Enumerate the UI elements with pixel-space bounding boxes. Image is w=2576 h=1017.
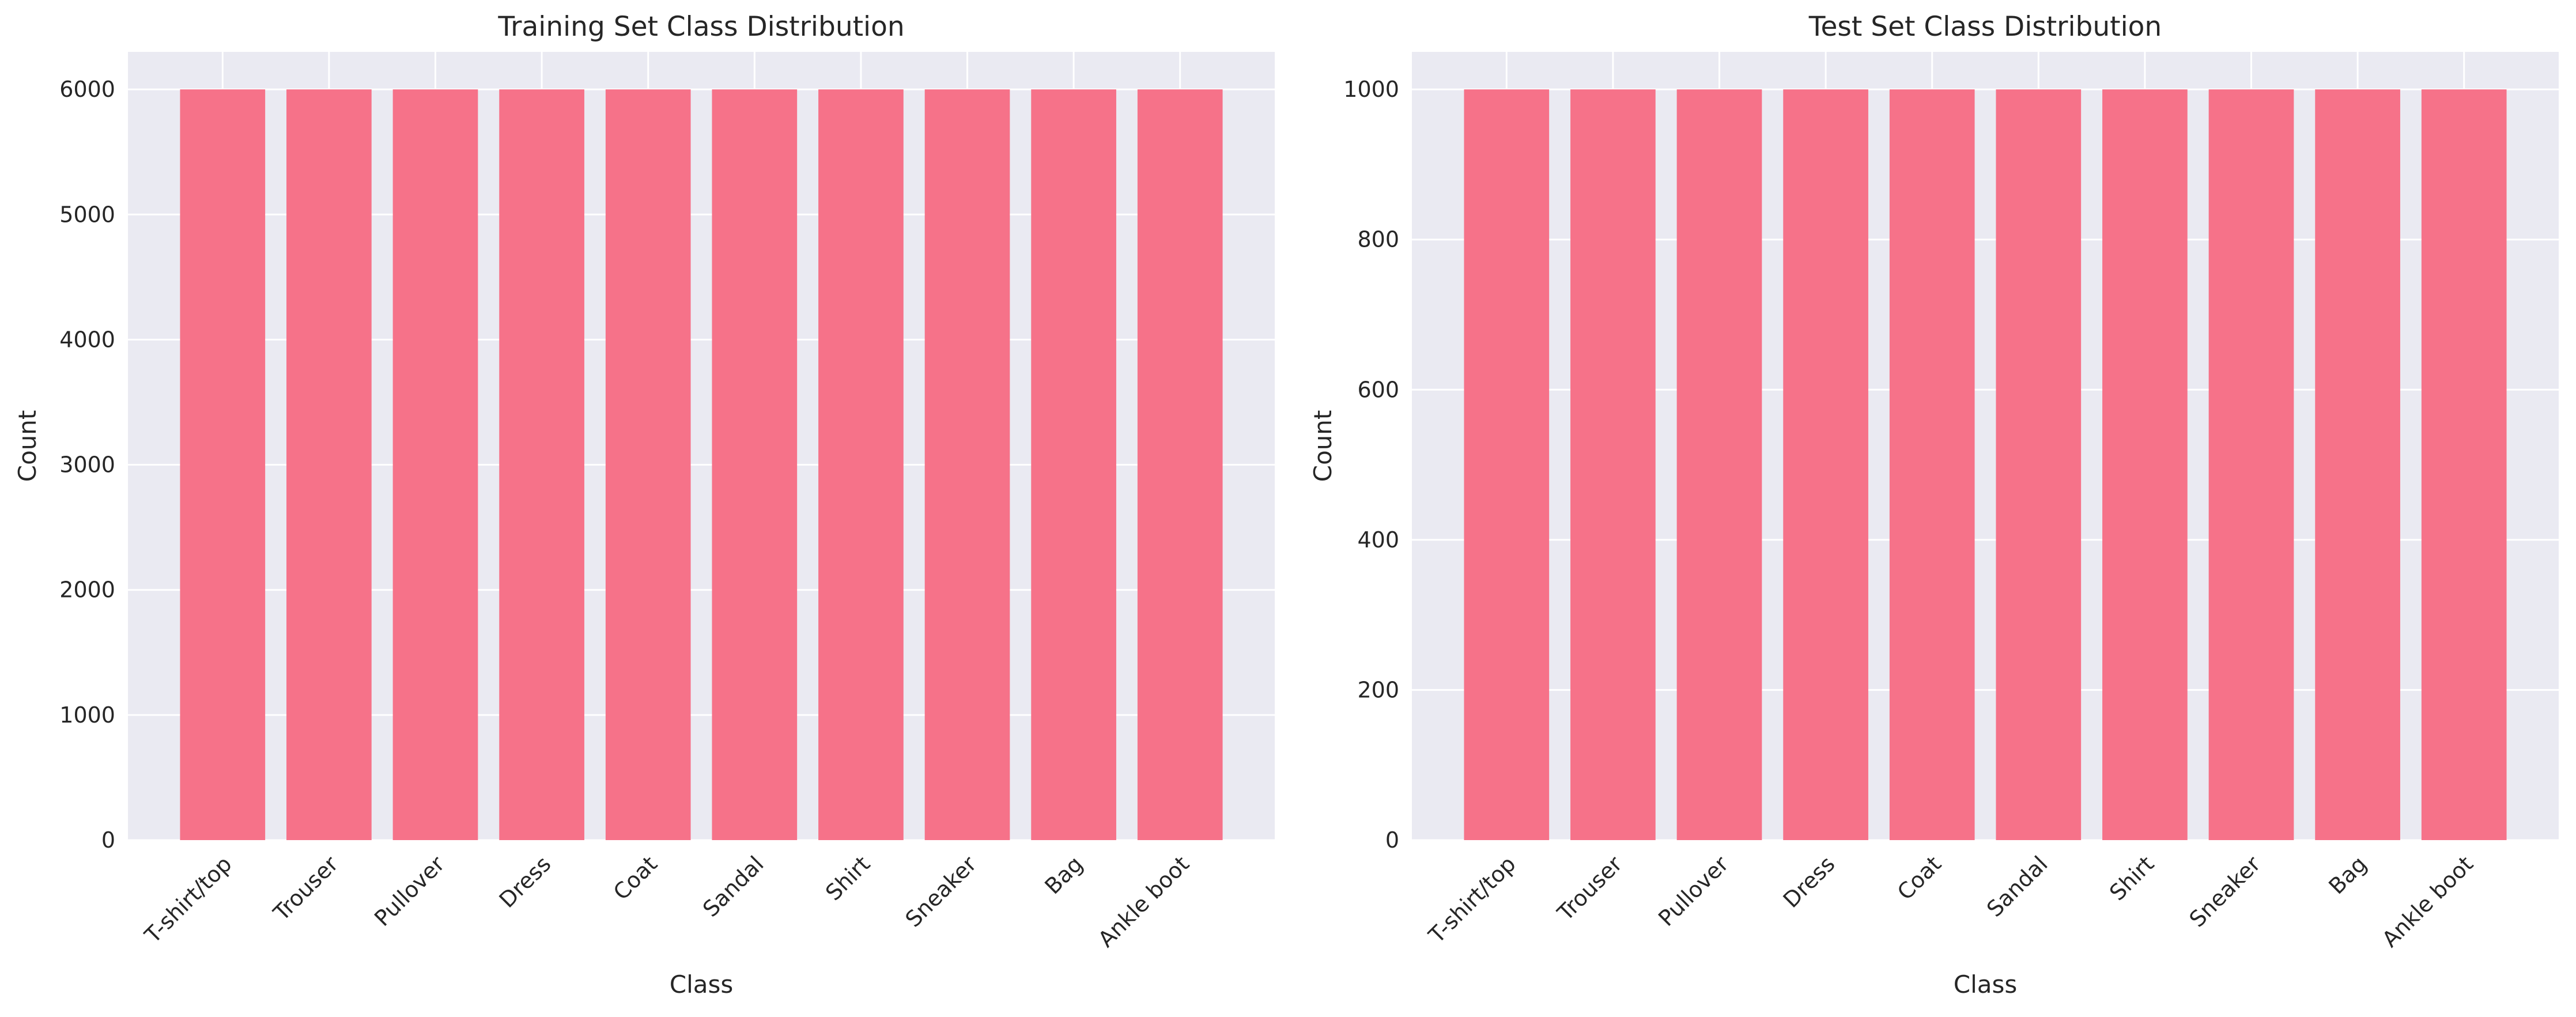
x-tick-label: Sneaker — [2184, 851, 2265, 932]
y-tick-label: 1000 — [1343, 77, 1399, 102]
chart-title: Training Set Class Distribution — [497, 11, 904, 43]
y-tick-label: 200 — [1357, 677, 1399, 702]
bar-t-shirt-top — [180, 89, 266, 841]
x-tick-label: Dress — [1778, 851, 1840, 913]
bar-sandal — [712, 89, 798, 841]
y-tick-label: 3000 — [59, 452, 115, 478]
bar-coat — [1889, 89, 1975, 841]
y-tick-label: 5000 — [59, 202, 115, 227]
bar-shirt — [2102, 89, 2188, 841]
x-tick-label: Dress — [494, 851, 556, 913]
x-tick-label: Sneaker — [900, 851, 981, 932]
bar-sneaker — [924, 89, 1010, 841]
bar-trouser — [1570, 89, 1656, 841]
y-axis-label: Count — [13, 410, 41, 482]
x-tick-label: Bag — [2324, 851, 2371, 899]
chart-panel-1: 0 1000 2000 3000 4000 5000 6000 T-shirt/top Trou… — [13, 11, 1275, 999]
y-tick-label: 2000 — [59, 577, 115, 603]
y-tick-label: 400 — [1357, 527, 1399, 553]
x-tick-label: Bag — [1040, 851, 1087, 899]
y-tick-label: 0 — [101, 827, 115, 853]
bar-sandal — [1996, 89, 2082, 841]
x-tick-label: Pullover — [1653, 851, 1733, 931]
bar-sneaker — [2208, 89, 2294, 841]
x-tick-label: Ankle boot — [2377, 851, 2478, 952]
x-axis-label: Class — [670, 970, 734, 999]
bar-pullover — [392, 89, 478, 841]
x-tick-label: Trouser — [1552, 851, 1627, 926]
x-tick-label: Pullover — [369, 851, 450, 931]
x-tick-label: Coat — [609, 851, 662, 905]
x-tick-label: Sandal — [1982, 851, 2053, 922]
bar-shirt — [818, 89, 904, 841]
x-tick-label: Coat — [1893, 851, 1946, 905]
y-tick-label: 4000 — [59, 327, 115, 352]
x-tick-label: T-shirt/top — [1423, 851, 1521, 948]
bar-bag — [2315, 89, 2400, 841]
bar-ankle-boot — [2421, 89, 2507, 841]
x-tick-label: Shirt — [2105, 851, 2159, 905]
y-tick-label: 800 — [1357, 227, 1399, 252]
y-tick-label: 600 — [1357, 377, 1399, 402]
x-tick-label: Sandal — [698, 851, 769, 922]
bar-ankle-boot — [1137, 89, 1223, 841]
y-tick-label: 0 — [1385, 827, 1399, 853]
x-tick-label: T-shirt/top — [139, 851, 237, 948]
bar-dress — [1783, 89, 1868, 841]
y-tick-label: 1000 — [59, 702, 115, 728]
y-tick-label: 6000 — [59, 77, 115, 102]
x-tick-label: Ankle boot — [1093, 851, 1194, 952]
chart-title: Test Set Class Distribution — [1808, 11, 2162, 43]
x-tick-label: Trouser — [268, 851, 343, 926]
x-axis-label: Class — [1954, 970, 2018, 999]
chart-panel-2: 0 200 400 600 800 1000 T-shirt/top Trouser Pullo… — [1309, 11, 2559, 999]
bar-bag — [1031, 89, 1116, 841]
x-tick-label: Shirt — [821, 851, 875, 905]
y-axis-label: Count — [1309, 410, 1337, 482]
bar-trouser — [286, 89, 372, 841]
bar-dress — [499, 89, 584, 841]
bar-pullover — [1676, 89, 1762, 841]
bar-t-shirt-top — [1464, 89, 1550, 841]
bar-coat — [605, 89, 691, 841]
